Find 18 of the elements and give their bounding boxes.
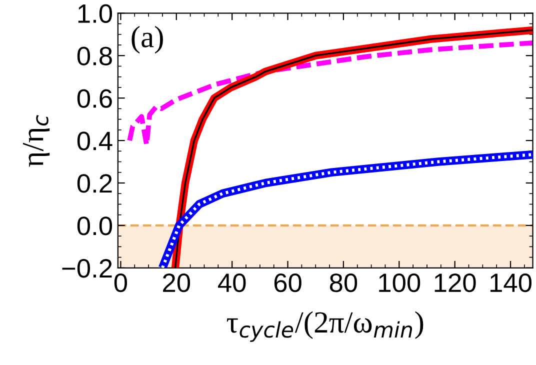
x-tick-label: 20 [163, 273, 190, 292]
y-tick-label: 0.4 [77, 132, 112, 150]
x-tick-label: 100 [379, 273, 420, 292]
y-tick-label: 0.2 [77, 174, 112, 193]
y-tick-label: 0.6 [77, 89, 112, 108]
x-tick-label: 40 [218, 273, 246, 292]
y-tick-label: 0.0 [77, 216, 112, 236]
y-axis-title: η/η$_{c}$ [22, 115, 50, 167]
x-tick-label: 80 [330, 273, 358, 292]
y-tick-label: −0.2 [62, 259, 112, 278]
x-axis-title: τ$_{cycle}$/(2π/ω$_{min}$) [226, 311, 424, 342]
x-tick-label: 120 [434, 273, 476, 292]
x-tick-label: 60 [274, 273, 302, 292]
y-tick-label: 1.0 [78, 4, 112, 23]
annotation: (a) [132, 26, 163, 54]
x-tick-label: 0 [114, 273, 128, 292]
x-tick-label: 140 [490, 273, 532, 292]
y-tick-label: 0.8 [77, 46, 112, 66]
